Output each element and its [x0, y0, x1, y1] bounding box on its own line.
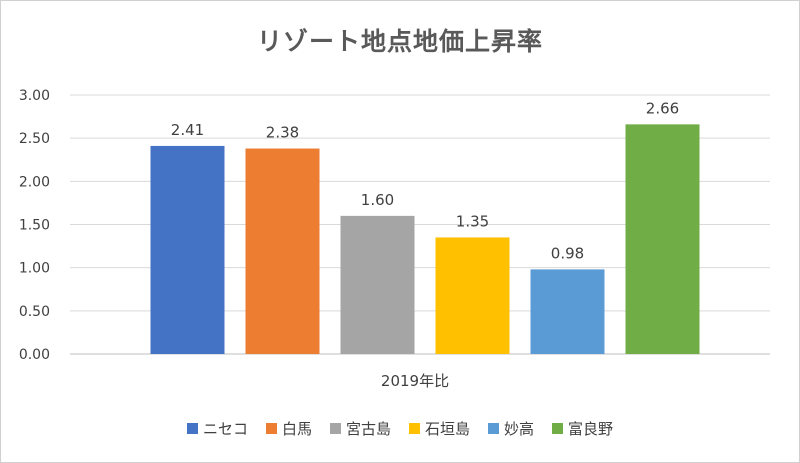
y-tick-label: 1.00 — [19, 261, 50, 277]
legend-item-2: 白馬 — [265, 418, 312, 439]
legend: ニセコ 白馬 宮古島 石垣島 妙高 富良野 — [0, 418, 800, 439]
chart-title: リゾート地点地価上昇率 — [256, 27, 543, 56]
bars — [150, 124, 700, 354]
data-label-3: 1.60 — [361, 191, 394, 209]
y-tick-label: 3.00 — [19, 88, 50, 104]
bar-2 — [245, 148, 320, 354]
legend-item-6: 富良野 — [552, 418, 613, 439]
y-tick-label: 2.00 — [19, 174, 50, 190]
x-category-label: 2019年比 — [381, 372, 449, 390]
data-label-2: 2.38 — [266, 124, 299, 142]
bar-1 — [150, 145, 225, 354]
legend-item-3: 宮古島 — [329, 418, 391, 439]
y-tick-label: 1.50 — [19, 218, 50, 234]
data-label-6: 2.66 — [646, 99, 679, 117]
legend-label: 富良野 — [568, 420, 614, 438]
legend-swatch — [329, 423, 341, 434]
legend-label: 白馬 — [281, 420, 312, 438]
y-tick-label: 0.00 — [19, 347, 50, 363]
data-label-4: 1.35 — [456, 212, 489, 230]
bar-5 — [530, 269, 605, 354]
data-labels: 2.41 2.38 1.60 1.35 0.98 2.66 — [171, 99, 679, 262]
legend-item-5: 妙高 — [488, 418, 534, 439]
y-tick-label: 2.50 — [19, 131, 50, 147]
legend-swatch — [186, 423, 198, 434]
y-axis-tick-labels: 0.00 0.50 1.00 1.50 2.00 2.50 3.00 — [19, 88, 50, 363]
legend-label: 妙高 — [504, 420, 535, 438]
legend-item-4: 石垣島 — [409, 418, 470, 439]
legend-label: 石垣島 — [425, 420, 471, 438]
legend-item-1: ニセコ — [186, 418, 248, 439]
bar-4 — [435, 237, 510, 354]
legend-swatch — [488, 423, 500, 434]
legend-swatch — [409, 423, 420, 434]
legend-swatch — [265, 423, 277, 434]
data-label-5: 0.98 — [551, 244, 584, 262]
y-tick-label: 0.50 — [19, 304, 50, 320]
bar-6 — [625, 124, 700, 354]
data-label-1: 2.41 — [171, 121, 204, 139]
legend-label: 宮古島 — [345, 420, 391, 438]
bar-3 — [340, 215, 415, 354]
legend-swatch — [552, 423, 564, 434]
legend-label: ニセコ — [202, 420, 248, 438]
